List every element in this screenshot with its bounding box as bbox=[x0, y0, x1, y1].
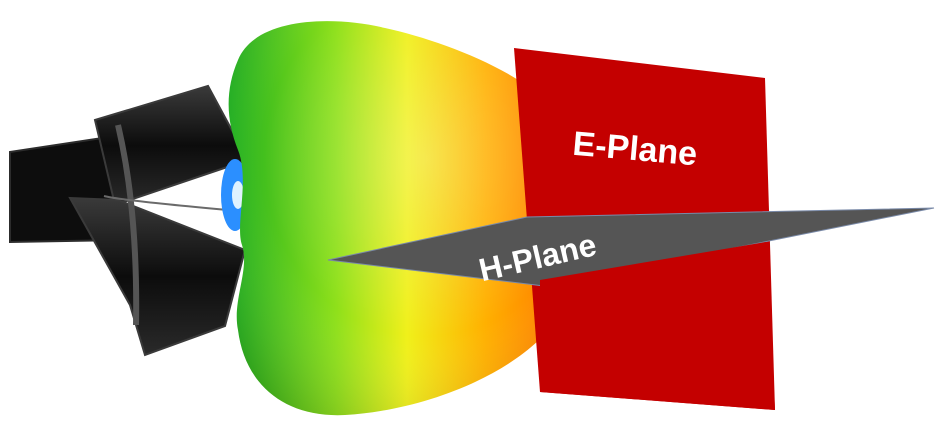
horn-ridge bbox=[115, 124, 140, 326]
h-plane bbox=[327, 207, 935, 287]
e-plane-lower bbox=[540, 242, 775, 410]
horn-antenna bbox=[9, 84, 250, 357]
main-radiation-lobe-shading bbox=[228, 21, 586, 416]
horn-ridge-inner bbox=[103, 195, 229, 211]
horn-lower-flare bbox=[68, 196, 247, 357]
